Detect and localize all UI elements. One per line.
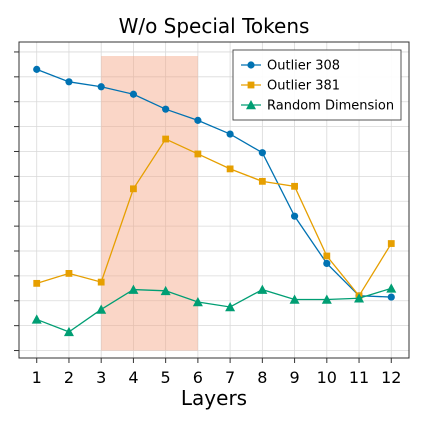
- data-point: [128, 284, 139, 294]
- data-point: [162, 135, 170, 143]
- data-point: [321, 294, 332, 304]
- data-point: [387, 293, 395, 301]
- x-tick-label: 7: [225, 368, 235, 387]
- data-point: [129, 90, 138, 98]
- data-point: [323, 259, 331, 268]
- tick-layer: 1 2 3 4 5 6 7 8 9 10 11 12: [14, 51, 401, 387]
- data-point: [194, 116, 202, 124]
- data-point: [291, 182, 298, 190]
- data-point: [33, 279, 41, 287]
- data-point: [226, 165, 234, 173]
- x-tick-label: 1: [32, 368, 42, 387]
- x-tick-label: 10: [317, 368, 337, 387]
- data-point: [225, 301, 236, 312]
- data-point: [387, 240, 395, 247]
- x-tick-label: 5: [161, 368, 171, 387]
- x-tick-label: 6: [193, 368, 203, 387]
- data-point: [290, 212, 299, 220]
- data-point: [258, 177, 266, 185]
- legend-marker: [246, 100, 256, 110]
- chart-title: W/o Special Tokens: [119, 14, 310, 38]
- data-point: [258, 149, 266, 157]
- data-point: [65, 78, 73, 86]
- plot-frame: [18, 41, 410, 359]
- legend-label: Random Dimension: [267, 99, 394, 114]
- data-point: [130, 185, 137, 193]
- data-point: [33, 65, 41, 73]
- data-point: [289, 294, 300, 304]
- x-tick-label: 9: [289, 368, 299, 387]
- x-axis-label: Layers: [181, 386, 247, 410]
- data-point: [160, 285, 171, 296]
- legend-marker: [247, 61, 255, 69]
- data-point: [226, 130, 234, 138]
- x-tick-label: 2: [64, 368, 74, 387]
- legend-entry: Outlier 381: [241, 79, 340, 94]
- data-point: [97, 278, 105, 286]
- x-tick-label: 3: [96, 368, 106, 387]
- data-point: [386, 283, 397, 293]
- legend-entry: Outlier 308: [241, 59, 340, 74]
- legend-label: Outlier 381: [267, 79, 340, 94]
- x-tick-label: 8: [257, 368, 267, 387]
- x-tick-label: 4: [128, 368, 138, 387]
- series-line: [36, 287, 392, 333]
- legend: Outlier 308 Outlier 381 Random Dimension: [232, 49, 402, 121]
- legend-marker: [247, 81, 255, 89]
- data-point: [97, 83, 105, 91]
- data-point: [31, 314, 42, 324]
- data-point: [192, 297, 203, 307]
- data-point: [162, 105, 170, 113]
- data-point: [194, 150, 202, 158]
- series-3: [31, 283, 397, 337]
- series-line: [36, 138, 392, 297]
- series-line: [36, 68, 392, 298]
- data-point: [65, 270, 73, 277]
- highlight-span-layer: [101, 56, 198, 351]
- data-point: [354, 293, 365, 303]
- series-1: [33, 65, 395, 301]
- data-point: [323, 252, 331, 260]
- series-layer: [31, 65, 397, 337]
- legend-label: Outlier 308: [267, 59, 340, 74]
- series-2: [33, 135, 395, 300]
- x-tick-label: 12: [381, 368, 401, 387]
- legend-entry: Random Dimension: [241, 99, 394, 114]
- highlight-span: [101, 56, 198, 351]
- x-tick-label: 11: [349, 368, 369, 387]
- data-point: [257, 284, 268, 294]
- data-point: [63, 326, 74, 337]
- data-point: [96, 304, 107, 314]
